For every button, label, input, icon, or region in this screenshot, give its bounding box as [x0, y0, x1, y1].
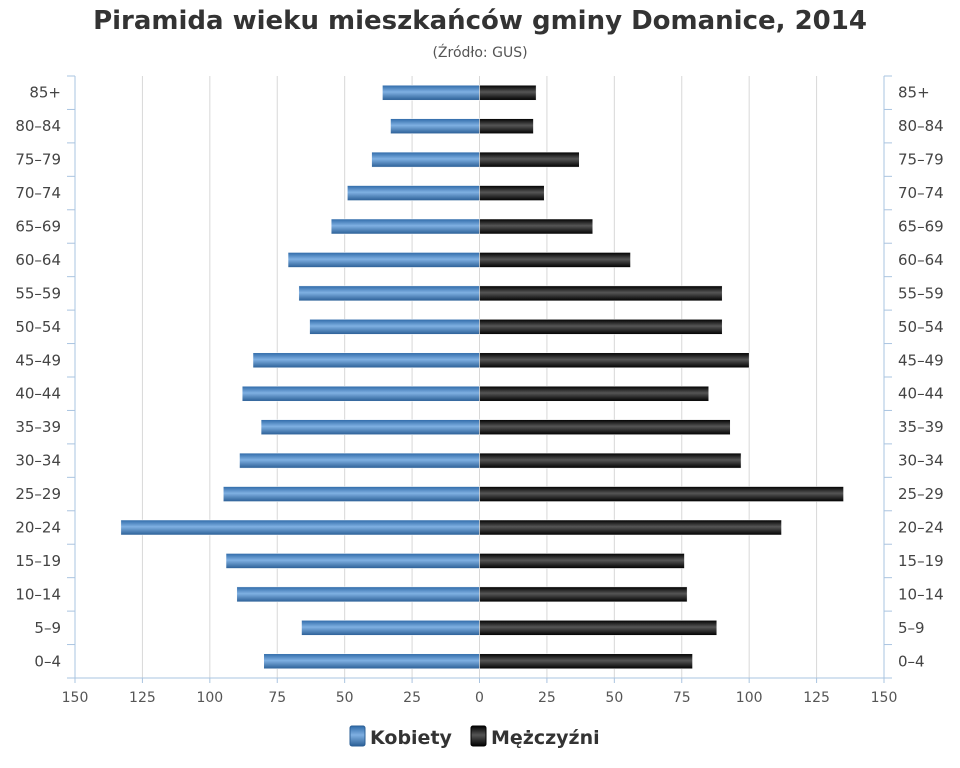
- category-label-left: 80–84: [15, 117, 61, 135]
- bar-kobiety[interactable]: [347, 185, 480, 201]
- bar-mezczyzni[interactable]: [479, 118, 534, 134]
- category-label-right: 50–54: [898, 318, 944, 336]
- legend-label-mezczyzni[interactable]: Mężczyźni: [491, 727, 600, 749]
- category-label-left: 10–14: [15, 585, 61, 603]
- bar-kobiety[interactable]: [309, 319, 480, 335]
- bar-kobiety[interactable]: [263, 653, 480, 670]
- bar-kobiety[interactable]: [330, 218, 480, 235]
- category-label-right: 75–79: [898, 151, 944, 169]
- category-label-right: 80–84: [898, 117, 944, 135]
- category-label-left: 15–19: [15, 552, 61, 570]
- x-tick-label: 50: [605, 690, 623, 706]
- category-label-left: 30–34: [15, 452, 61, 470]
- category-label-left: 75–79: [15, 151, 61, 169]
- category-label-left: 65–69: [15, 218, 61, 236]
- x-tick-label: 50: [336, 690, 354, 706]
- bar-mezczyzni[interactable]: [479, 185, 545, 201]
- bar-mezczyzni[interactable]: [479, 319, 723, 335]
- bar-mezczyzni[interactable]: [479, 653, 693, 670]
- bar-kobiety[interactable]: [287, 252, 480, 268]
- bar-kobiety[interactable]: [241, 385, 480, 402]
- category-label-right: 65–69: [898, 218, 944, 236]
- bar-mezczyzni[interactable]: [479, 84, 537, 101]
- x-tick-label: 0: [475, 690, 484, 706]
- bar-kobiety[interactable]: [252, 352, 480, 369]
- bar-kobiety[interactable]: [239, 452, 480, 469]
- bar-kobiety[interactable]: [301, 620, 480, 636]
- category-label-left: 50–54: [15, 318, 61, 336]
- category-label-left: 60–64: [15, 251, 61, 269]
- bar-mezczyzni[interactable]: [479, 419, 731, 435]
- category-label-right: 55–59: [898, 284, 944, 302]
- bar-mezczyzni[interactable]: [479, 218, 594, 235]
- bar-kobiety[interactable]: [371, 151, 480, 168]
- category-label-left: 85+: [29, 84, 61, 102]
- category-label-right: 5–9: [898, 619, 925, 637]
- bar-mezczyzni[interactable]: [479, 620, 718, 636]
- chart-title: Piramida wieku mieszkańców gminy Domanic…: [93, 6, 867, 36]
- category-label-right: 85+: [898, 84, 930, 102]
- category-label-right: 15–19: [898, 552, 944, 570]
- legend[interactable]: Kobiety Mężczyźni: [349, 725, 600, 749]
- category-label-left: 0–4: [34, 652, 61, 670]
- bar-kobiety[interactable]: [225, 553, 480, 569]
- bar-mezczyzni[interactable]: [479, 385, 709, 402]
- x-tick-label: 150: [62, 690, 89, 706]
- bar-kobiety[interactable]: [260, 419, 480, 435]
- category-label-left: 20–24: [15, 519, 61, 537]
- bar-mezczyzni[interactable]: [479, 486, 844, 502]
- bar-kobiety[interactable]: [390, 118, 480, 134]
- x-tick-label: 100: [196, 690, 223, 706]
- category-label-right: 60–64: [898, 251, 944, 269]
- bars: [120, 84, 844, 670]
- bar-kobiety[interactable]: [298, 285, 480, 302]
- x-tick-label: 125: [129, 690, 156, 706]
- x-tick-label: 75: [268, 690, 286, 706]
- category-label-left: 40–44: [15, 385, 61, 403]
- category-label-left: 55–59: [15, 284, 61, 302]
- legend-swatch-mezczyzni: [470, 725, 487, 747]
- bar-mezczyzni[interactable]: [479, 519, 782, 536]
- grid-lines: [141, 76, 818, 678]
- bar-mezczyzni[interactable]: [479, 151, 580, 168]
- bar-mezczyzni[interactable]: [479, 352, 750, 369]
- bar-mezczyzni[interactable]: [479, 553, 685, 569]
- x-tick-label: 100: [736, 690, 763, 706]
- category-label-right: 40–44: [898, 385, 944, 403]
- category-label-right: 20–24: [898, 519, 944, 537]
- category-label-right: 30–34: [898, 452, 944, 470]
- chart-subtitle: (Źródło: GUS): [432, 45, 528, 61]
- category-label-right: 10–14: [898, 585, 944, 603]
- category-label-right: 35–39: [898, 418, 944, 436]
- x-tick-label: 75: [673, 690, 691, 706]
- category-label-left: 5–9: [34, 619, 61, 637]
- category-label-right: 0–4: [898, 652, 925, 670]
- x-tick-label: 125: [803, 690, 830, 706]
- category-label-left: 25–29: [15, 485, 61, 503]
- bar-mezczyzni[interactable]: [479, 285, 723, 302]
- category-label-right: 45–49: [898, 351, 944, 369]
- bar-kobiety[interactable]: [120, 519, 480, 536]
- category-label-left: 45–49: [15, 351, 61, 369]
- bar-mezczyzni[interactable]: [479, 452, 742, 469]
- x-tick-label: 150: [871, 690, 898, 706]
- axes: [67, 75, 892, 683]
- bar-kobiety[interactable]: [382, 84, 480, 101]
- category-label-left: 70–74: [15, 184, 61, 202]
- axis-labels: 150 125 100 75 50 25 0 25 50 75 100 125 150 0–4 0–4 5–9…: [15, 84, 943, 706]
- bar-kobiety[interactable]: [236, 586, 480, 603]
- bar-mezczyzni[interactable]: [479, 252, 631, 268]
- legend-label-kobiety[interactable]: Kobiety: [370, 727, 453, 749]
- legend-swatch-kobiety: [349, 725, 366, 747]
- category-label-left: 35–39: [15, 418, 61, 436]
- x-tick-label: 25: [538, 690, 556, 706]
- category-label-right: 25–29: [898, 485, 944, 503]
- category-label-right: 70–74: [898, 184, 944, 202]
- bar-kobiety[interactable]: [223, 486, 480, 502]
- x-tick-label: 25: [403, 690, 421, 706]
- bar-mezczyzni[interactable]: [479, 586, 688, 603]
